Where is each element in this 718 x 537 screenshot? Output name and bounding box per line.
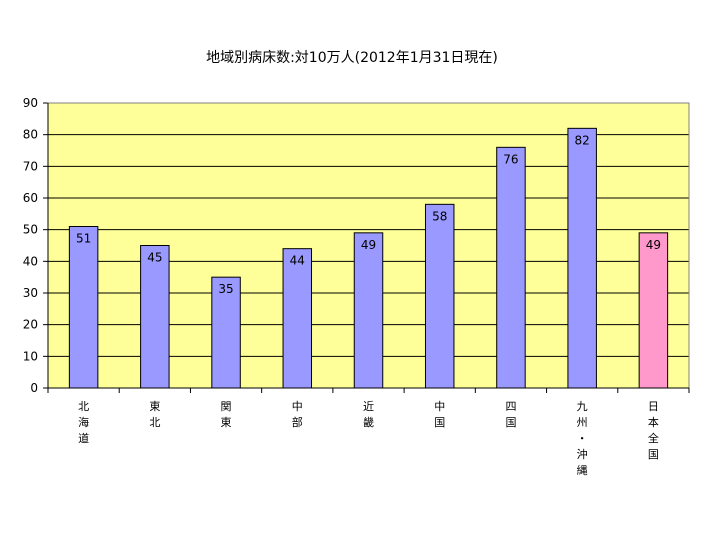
data-label: 49 [361,238,376,252]
bar [353,232,384,389]
y-tick-label: 0 [30,381,38,395]
y-tick-label: 30 [23,286,38,300]
bar [424,203,455,389]
y-tick-label: 60 [23,191,38,205]
data-label: 45 [147,251,162,265]
bar [282,248,313,389]
data-label: 58 [432,209,447,223]
y-tick-label: 80 [23,128,38,142]
data-label: 51 [76,232,91,246]
data-label: 49 [646,238,661,252]
x-category-label: 九州・沖縄 [577,400,588,477]
y-tick-label: 40 [23,254,38,268]
data-label: 76 [503,152,518,166]
x-category-label: 四国 [505,400,516,429]
y-tick-label: 20 [23,318,38,332]
x-category-label: 中部 [292,400,303,429]
x-category-label: 東北 [149,400,160,429]
bar [140,245,170,389]
y-tick-label: 50 [23,223,38,237]
x-category-label: 日本全国 [648,400,659,461]
plot-area: 0 10 20 30 40 50 60 70 80 90 51 北海道 45 東北 35 関東 44 中部 49 近畿… [23,96,690,477]
data-label: 44 [290,254,305,268]
x-category-label: 近畿 [363,400,374,429]
data-label: 82 [575,133,590,147]
x-category-label: 中国 [434,400,445,429]
bar [211,276,241,389]
y-tick-label: 10 [23,349,38,363]
y-tick-label: 90 [23,96,38,110]
bar [68,226,99,389]
x-category-label: 北海道 [78,400,89,445]
data-label: 35 [218,282,233,296]
bar [638,232,669,389]
y-tick-label: 70 [23,159,38,173]
x-category-label: 関東 [221,400,232,429]
bar [496,146,526,389]
bar [567,127,597,389]
chart-title: 地域別病床数:対10万人(2012年1月31日現在) [206,50,498,66]
